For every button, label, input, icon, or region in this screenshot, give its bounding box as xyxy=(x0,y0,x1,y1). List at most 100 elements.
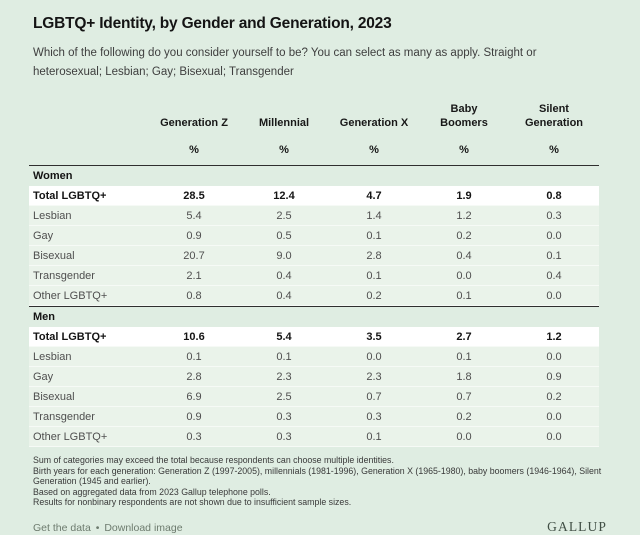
value-cell: 0.0 xyxy=(419,266,509,287)
value-cell: 0.3 xyxy=(149,427,239,448)
value-cell: 5.4 xyxy=(239,327,329,348)
value-cell: 0.3 xyxy=(329,407,419,428)
row-label: Lesbian xyxy=(29,206,149,227)
value-cell: 1.9 xyxy=(419,186,509,207)
footer-links: Get the data • Download image xyxy=(33,522,183,534)
row-label: Transgender xyxy=(29,407,149,428)
value-cell: 28.5 xyxy=(149,186,239,207)
stats-table: Generation Z Millennial Generation X Bab… xyxy=(29,96,599,448)
value-cell: 20.7 xyxy=(149,246,239,267)
unit-percent: % xyxy=(189,144,199,157)
table-row: Lesbian 5.4 2.5 1.4 1.2 0.3 xyxy=(29,206,599,227)
row-label: Other LGBTQ+ xyxy=(29,286,149,307)
col-header-baby-boomers: Baby Boomers xyxy=(440,103,488,130)
row-label-column-header xyxy=(29,96,149,135)
value-cell: 3.5 xyxy=(329,327,419,348)
value-cell: 0.8 xyxy=(149,286,239,307)
value-cell: 0.1 xyxy=(509,246,599,267)
value-cell: 0.4 xyxy=(509,266,599,287)
section-label: Men xyxy=(29,306,599,327)
footnote-multiple-identities: Sum of categories may exceed the total b… xyxy=(33,455,394,466)
value-cell: 2.3 xyxy=(239,367,329,388)
row-label: Bisexual xyxy=(29,387,149,408)
value-cell: 0.3 xyxy=(239,427,329,448)
value-cell: 0.1 xyxy=(419,347,509,368)
table-row: Bisexual 6.9 2.5 0.7 0.7 0.2 xyxy=(29,387,599,408)
unit-row: % % % % % xyxy=(29,135,599,165)
row-label: Bisexual xyxy=(29,246,149,267)
value-cell: 0.5 xyxy=(239,226,329,247)
bullet-separator: • xyxy=(95,521,100,534)
value-cell: 2.5 xyxy=(239,206,329,227)
table-row: Other LGBTQ+ 0.3 0.3 0.1 0.0 0.0 xyxy=(29,427,599,448)
unit-percent: % xyxy=(459,144,469,157)
value-cell: 0.3 xyxy=(509,206,599,227)
table-head: Generation Z Millennial Generation X Bab… xyxy=(29,96,599,165)
section-women: Women Total LGBTQ+ 28.5 12.4 4.7 1.9 0.8 Lesbia… xyxy=(29,165,599,307)
footnote-birth-years: Birth years for each generation: Generat… xyxy=(33,465,602,487)
value-cell: 0.0 xyxy=(509,226,599,247)
value-cell: 2.8 xyxy=(329,246,419,267)
value-cell: 2.8 xyxy=(149,367,239,388)
footnote-nonbinary: Results for nonbinary respondents are no… xyxy=(33,497,352,508)
value-cell: 0.0 xyxy=(509,286,599,307)
value-cell: 0.0 xyxy=(419,427,509,448)
col-header-generation-x: Generation X xyxy=(339,117,409,130)
value-cell: 1.2 xyxy=(509,327,599,348)
footnotes: Sum of categories may exceed the total b… xyxy=(33,455,607,508)
value-cell: 0.9 xyxy=(149,226,239,247)
gallup-logo: GALLUP xyxy=(547,518,607,534)
row-label: Other LGBTQ+ xyxy=(29,427,149,448)
value-cell: 10.6 xyxy=(149,327,239,348)
value-cell: 0.1 xyxy=(329,266,419,287)
value-cell: 0.3 xyxy=(239,407,329,428)
table-row: Total LGBTQ+ 10.6 5.4 3.5 2.7 1.2 xyxy=(29,327,599,348)
value-cell: 0.1 xyxy=(419,286,509,307)
value-cell: 9.0 xyxy=(239,246,329,267)
row-label: Gay xyxy=(29,367,149,388)
value-cell: 0.1 xyxy=(149,347,239,368)
table-row: Lesbian 0.1 0.1 0.0 0.1 0.0 xyxy=(29,347,599,368)
value-cell: 4.7 xyxy=(329,186,419,207)
table-row: Gay 2.8 2.3 2.3 1.8 0.9 xyxy=(29,367,599,388)
col-header-generation-z: Generation Z xyxy=(160,117,228,130)
value-cell: 5.4 xyxy=(149,206,239,227)
table-row: Total LGBTQ+ 28.5 12.4 4.7 1.9 0.8 xyxy=(29,186,599,207)
value-cell: 2.1 xyxy=(149,266,239,287)
value-cell: 1.2 xyxy=(419,206,509,227)
download-image-link[interactable]: Download image xyxy=(104,521,183,534)
value-cell: 2.3 xyxy=(329,367,419,388)
value-cell: 0.1 xyxy=(329,427,419,448)
value-cell: 0.2 xyxy=(509,387,599,408)
unit-percent: % xyxy=(549,144,559,157)
col-header-silent-generation: Silent Generation xyxy=(524,103,584,130)
table-row: Gay 0.9 0.5 0.1 0.2 0.0 xyxy=(29,226,599,247)
row-label: Transgender xyxy=(29,266,149,287)
table-row: Transgender 0.9 0.3 0.3 0.2 0.0 xyxy=(29,407,599,428)
unit-percent: % xyxy=(369,144,379,157)
value-cell: 1.8 xyxy=(419,367,509,388)
table-row: Bisexual 20.7 9.0 2.8 0.4 0.1 xyxy=(29,246,599,267)
value-cell: 0.4 xyxy=(419,246,509,267)
section-header-row: Men xyxy=(29,306,599,327)
value-cell: 0.7 xyxy=(329,387,419,408)
row-label: Total LGBTQ+ xyxy=(29,327,149,348)
row-label: Gay xyxy=(29,226,149,247)
value-cell: 0.9 xyxy=(149,407,239,428)
get-the-data-link[interactable]: Get the data xyxy=(33,521,91,534)
value-cell: 2.7 xyxy=(419,327,509,348)
footnote-data-source: Based on aggregated data from 2023 Gallu… xyxy=(33,486,271,497)
value-cell: 0.0 xyxy=(329,347,419,368)
section-label: Women xyxy=(29,165,599,186)
column-header-row: Generation Z Millennial Generation X Bab… xyxy=(29,96,599,135)
value-cell: 1.4 xyxy=(329,206,419,227)
footer: Get the data • Download image GALLUP xyxy=(33,519,607,535)
unit-percent: % xyxy=(279,144,289,157)
value-cell: 0.1 xyxy=(329,226,419,247)
value-cell: 0.0 xyxy=(509,407,599,428)
value-cell: 0.2 xyxy=(419,407,509,428)
section-header-row: Women xyxy=(29,165,599,186)
value-cell: 2.5 xyxy=(239,387,329,408)
value-cell: 0.2 xyxy=(329,286,419,307)
value-cell: 0.4 xyxy=(239,286,329,307)
